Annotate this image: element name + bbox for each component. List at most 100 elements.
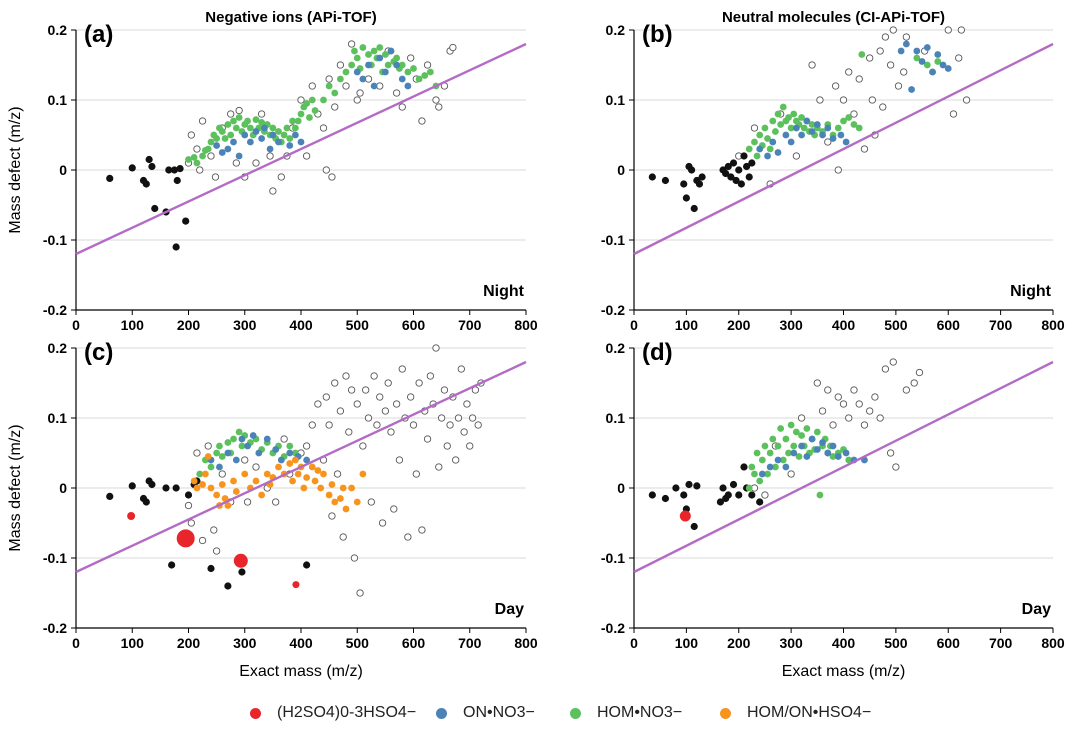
- panel-label: (c): [84, 339, 113, 366]
- point-on_no3: [902, 40, 910, 48]
- point-unidentified: [792, 152, 801, 160]
- point-on_no3: [275, 138, 282, 146]
- point-unidentified: [280, 435, 288, 443]
- point-small_ions: [724, 162, 732, 171]
- y-tick-label: -0.2: [601, 620, 625, 636]
- point-unidentified: [845, 414, 853, 422]
- x-tick-label: 400: [832, 317, 856, 333]
- point-on_no3: [819, 131, 826, 139]
- x-tick-label: 200: [177, 635, 201, 651]
- point-unidentified: [839, 400, 848, 408]
- point-hom_no3: [774, 110, 782, 118]
- y-tick-label: 0.1: [48, 92, 68, 108]
- point-hom_no3: [756, 477, 764, 485]
- y-tick-label: 0.1: [606, 410, 626, 426]
- point-sulfuric: [127, 512, 136, 520]
- point-unidentified: [212, 547, 221, 555]
- series-hom_on_hso4: [190, 453, 367, 513]
- point-unidentified: [241, 456, 249, 464]
- x-tick-label: 100: [675, 635, 699, 651]
- y-tick-label: 0.2: [606, 22, 626, 38]
- point-hom_no3: [353, 54, 361, 62]
- point-hom_no3: [790, 442, 798, 450]
- panel-1: -0.2 -0.1 0 0.1 0.2 0 100 200 300 400 500 600 700 800…: [601, 9, 1065, 333]
- point-small_ions: [142, 180, 150, 188]
- legend-marker-on-no3: [436, 707, 447, 719]
- point-on_no3: [944, 65, 952, 72]
- legend-marker-hom-on-hso4: [720, 707, 731, 719]
- point-unidentified: [797, 414, 806, 422]
- point-unidentified: [353, 400, 361, 408]
- point-unidentified: [446, 421, 454, 429]
- point-unidentified: [392, 400, 401, 408]
- point-small_ions: [128, 164, 136, 172]
- point-small_ions: [661, 176, 670, 185]
- point-on_no3: [370, 82, 378, 90]
- series-hom_no3: [745, 421, 853, 499]
- point-on_no3: [291, 131, 299, 139]
- point-hom_no3: [777, 425, 785, 432]
- point-on_no3: [782, 463, 790, 471]
- point-hom_on_hso4: [353, 498, 361, 506]
- point-on_no3: [939, 61, 947, 69]
- point-on_no3: [393, 61, 401, 69]
- point-hom_no3: [213, 449, 221, 457]
- point-unidentified: [308, 421, 316, 429]
- point-unidentified: [468, 414, 477, 422]
- point-hom_no3: [193, 159, 201, 167]
- point-unidentified: [266, 152, 274, 160]
- point-small_ions: [688, 166, 696, 174]
- point-on_no3: [381, 68, 389, 76]
- point-unidentified: [390, 505, 398, 513]
- point-on_no3: [792, 124, 800, 132]
- point-unidentified: [418, 117, 426, 125]
- point-on_no3: [808, 128, 816, 135]
- point-unidentified: [409, 421, 418, 429]
- series-unidentified: [184, 40, 457, 195]
- point-unidentified: [889, 358, 897, 366]
- point-hom_on_hso4: [336, 495, 344, 502]
- point-hom_no3: [758, 456, 766, 464]
- point-unidentified: [761, 491, 769, 499]
- point-hom_no3: [785, 449, 792, 457]
- legend-item-on-no3: ON•NO3−: [436, 700, 535, 726]
- x-tick-label: 500: [346, 635, 370, 651]
- point-small_ions: [128, 482, 136, 490]
- point-hom_no3: [748, 463, 756, 471]
- point-small_ions: [735, 166, 743, 174]
- point-hom_no3: [230, 117, 237, 125]
- x-tick-label: 300: [233, 317, 257, 333]
- point-small_ions: [145, 155, 153, 164]
- point-unidentified: [855, 400, 863, 408]
- point-unidentified: [902, 386, 910, 394]
- point-hom_no3: [785, 114, 792, 121]
- y-tick-label: 0.1: [48, 410, 68, 426]
- point-unidentified: [437, 414, 446, 422]
- point-hom_no3: [384, 61, 392, 69]
- point-unidentified: [325, 75, 333, 83]
- point-on_no3: [266, 145, 274, 153]
- point-small_ions: [165, 166, 173, 174]
- series-sulfuric: [127, 512, 300, 589]
- point-hom_no3: [845, 456, 853, 464]
- point-sulfuric: [233, 553, 248, 568]
- point-hom_no3: [185, 156, 192, 163]
- point-unidentified: [435, 103, 443, 111]
- point-on_no3: [929, 68, 936, 76]
- point-unidentified: [336, 407, 345, 415]
- point-unidentified: [839, 96, 848, 104]
- point-hom_no3: [325, 82, 333, 90]
- point-unidentified: [373, 421, 381, 429]
- panel-label: (b): [642, 21, 673, 48]
- point-on_no3: [404, 82, 412, 90]
- point-unidentified: [356, 589, 364, 597]
- point-on_no3: [834, 453, 842, 460]
- point-small_ions: [170, 166, 179, 174]
- point-unidentified: [876, 47, 884, 55]
- point-unidentified: [474, 421, 482, 429]
- point-unidentified: [204, 442, 212, 450]
- point-hom_no3: [777, 121, 785, 128]
- point-on_no3: [756, 145, 764, 153]
- point-small_ions: [695, 180, 704, 188]
